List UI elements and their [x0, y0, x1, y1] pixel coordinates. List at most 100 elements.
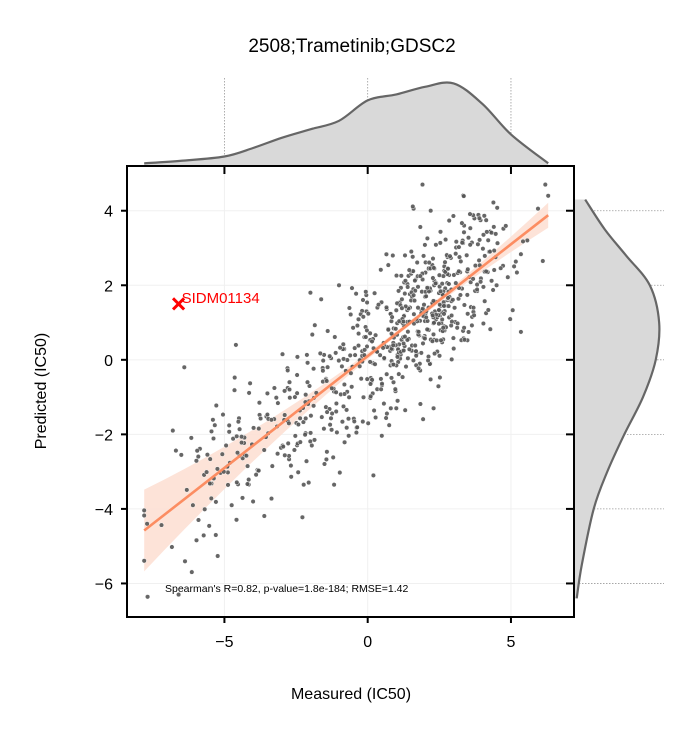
scatter-point — [226, 429, 232, 435]
scatter-point — [213, 532, 219, 538]
scatter-point — [393, 326, 399, 332]
scatter-point — [360, 419, 366, 425]
scatter-point — [385, 262, 391, 268]
scatter-point — [375, 302, 382, 308]
scatter-point — [389, 314, 395, 320]
scatter-point — [325, 364, 331, 370]
scatter-point — [457, 292, 463, 298]
scatter-point — [480, 284, 486, 290]
scatter-point — [432, 351, 438, 357]
scatter-point — [441, 311, 447, 317]
scatter-point — [431, 265, 437, 271]
scatter-point — [483, 268, 489, 274]
scatter-point — [470, 305, 477, 311]
scatter-point — [474, 286, 480, 293]
scatter-point — [469, 322, 475, 328]
scatter-point — [364, 343, 370, 350]
scatter-point — [478, 279, 484, 285]
scatter-point — [349, 384, 355, 390]
scatter-point — [381, 355, 387, 361]
scatter-point — [422, 335, 428, 342]
scatter-point — [225, 482, 231, 488]
grid-lines — [127, 166, 574, 617]
scatter-point — [251, 425, 257, 431]
scatter-point — [476, 257, 482, 263]
scatter-point — [233, 342, 239, 348]
marginal-y-density — [575, 198, 664, 599]
scatter-point — [438, 288, 444, 294]
scatter-point — [438, 337, 444, 343]
scatter-point — [354, 424, 360, 430]
scatter-point — [311, 437, 318, 443]
scatter-point — [489, 278, 495, 284]
scatter-point — [317, 350, 323, 356]
y-tick-label: −4 — [95, 502, 113, 519]
scatter-point — [294, 372, 300, 378]
scatter-point — [269, 463, 275, 469]
scatter-point — [352, 345, 358, 351]
scatter-point — [170, 428, 176, 434]
scatter-point — [423, 314, 429, 320]
scatter-point — [480, 246, 486, 252]
scatter-point — [329, 385, 335, 391]
scatter-point — [214, 466, 220, 472]
scatter-point — [411, 311, 417, 317]
scatter-point — [349, 285, 355, 291]
scatter-point — [475, 241, 481, 247]
scatter-point — [474, 282, 480, 288]
scatter-point — [204, 469, 210, 475]
scatter-point — [465, 235, 472, 241]
scatter-point — [193, 537, 200, 543]
scatter-point — [392, 386, 398, 392]
scatter-point — [365, 420, 371, 426]
scatter-point — [288, 474, 294, 480]
scatter-point — [421, 302, 427, 308]
scatter-point — [297, 439, 303, 445]
scatter-point — [351, 418, 357, 424]
scatter-point — [411, 298, 418, 304]
scatter-point — [256, 400, 262, 406]
scatter-point — [321, 426, 327, 432]
scatter-point — [453, 280, 459, 286]
scatter-point — [208, 428, 215, 434]
scatter-point — [342, 439, 348, 445]
scatter-point — [347, 352, 353, 358]
scatter-point — [357, 363, 363, 369]
scatter-point — [319, 414, 325, 420]
scatter-point — [450, 213, 456, 219]
x-tick-label: 0 — [363, 634, 372, 651]
scatter-point — [378, 267, 384, 273]
scatter-point — [439, 316, 445, 323]
scatter-point — [312, 322, 318, 328]
scatter-point — [292, 394, 298, 400]
scatter-point — [545, 193, 551, 199]
scatter-point — [303, 458, 310, 464]
scatter-point — [350, 325, 356, 331]
scatter-point — [446, 281, 452, 287]
scatter-point — [193, 458, 199, 464]
scatter-point — [417, 273, 423, 279]
scatter-point — [481, 213, 487, 219]
scatter-point — [234, 433, 240, 439]
scatter-point — [213, 402, 219, 409]
marginal-x-curve — [144, 81, 549, 165]
scatter-point — [418, 350, 424, 356]
scatter-point — [327, 353, 333, 359]
scatter-point — [275, 400, 281, 406]
scatter-point — [436, 307, 442, 313]
y-tick-label: −2 — [95, 427, 113, 444]
scatter-point — [332, 334, 338, 340]
scatter-point — [423, 293, 429, 299]
scatter-point — [386, 422, 392, 428]
scatter-point — [285, 440, 291, 446]
scatter-point — [480, 232, 487, 238]
marginal-y-curve — [575, 198, 661, 599]
outlier-label: SIDM01134 — [182, 290, 260, 307]
scatter-point — [433, 280, 439, 286]
scatter-point — [341, 356, 347, 362]
scatter-point — [363, 289, 369, 295]
scatter-point — [208, 495, 214, 501]
scatter-point — [333, 350, 339, 356]
scatter-point — [436, 321, 442, 327]
scatter-point — [302, 432, 308, 438]
